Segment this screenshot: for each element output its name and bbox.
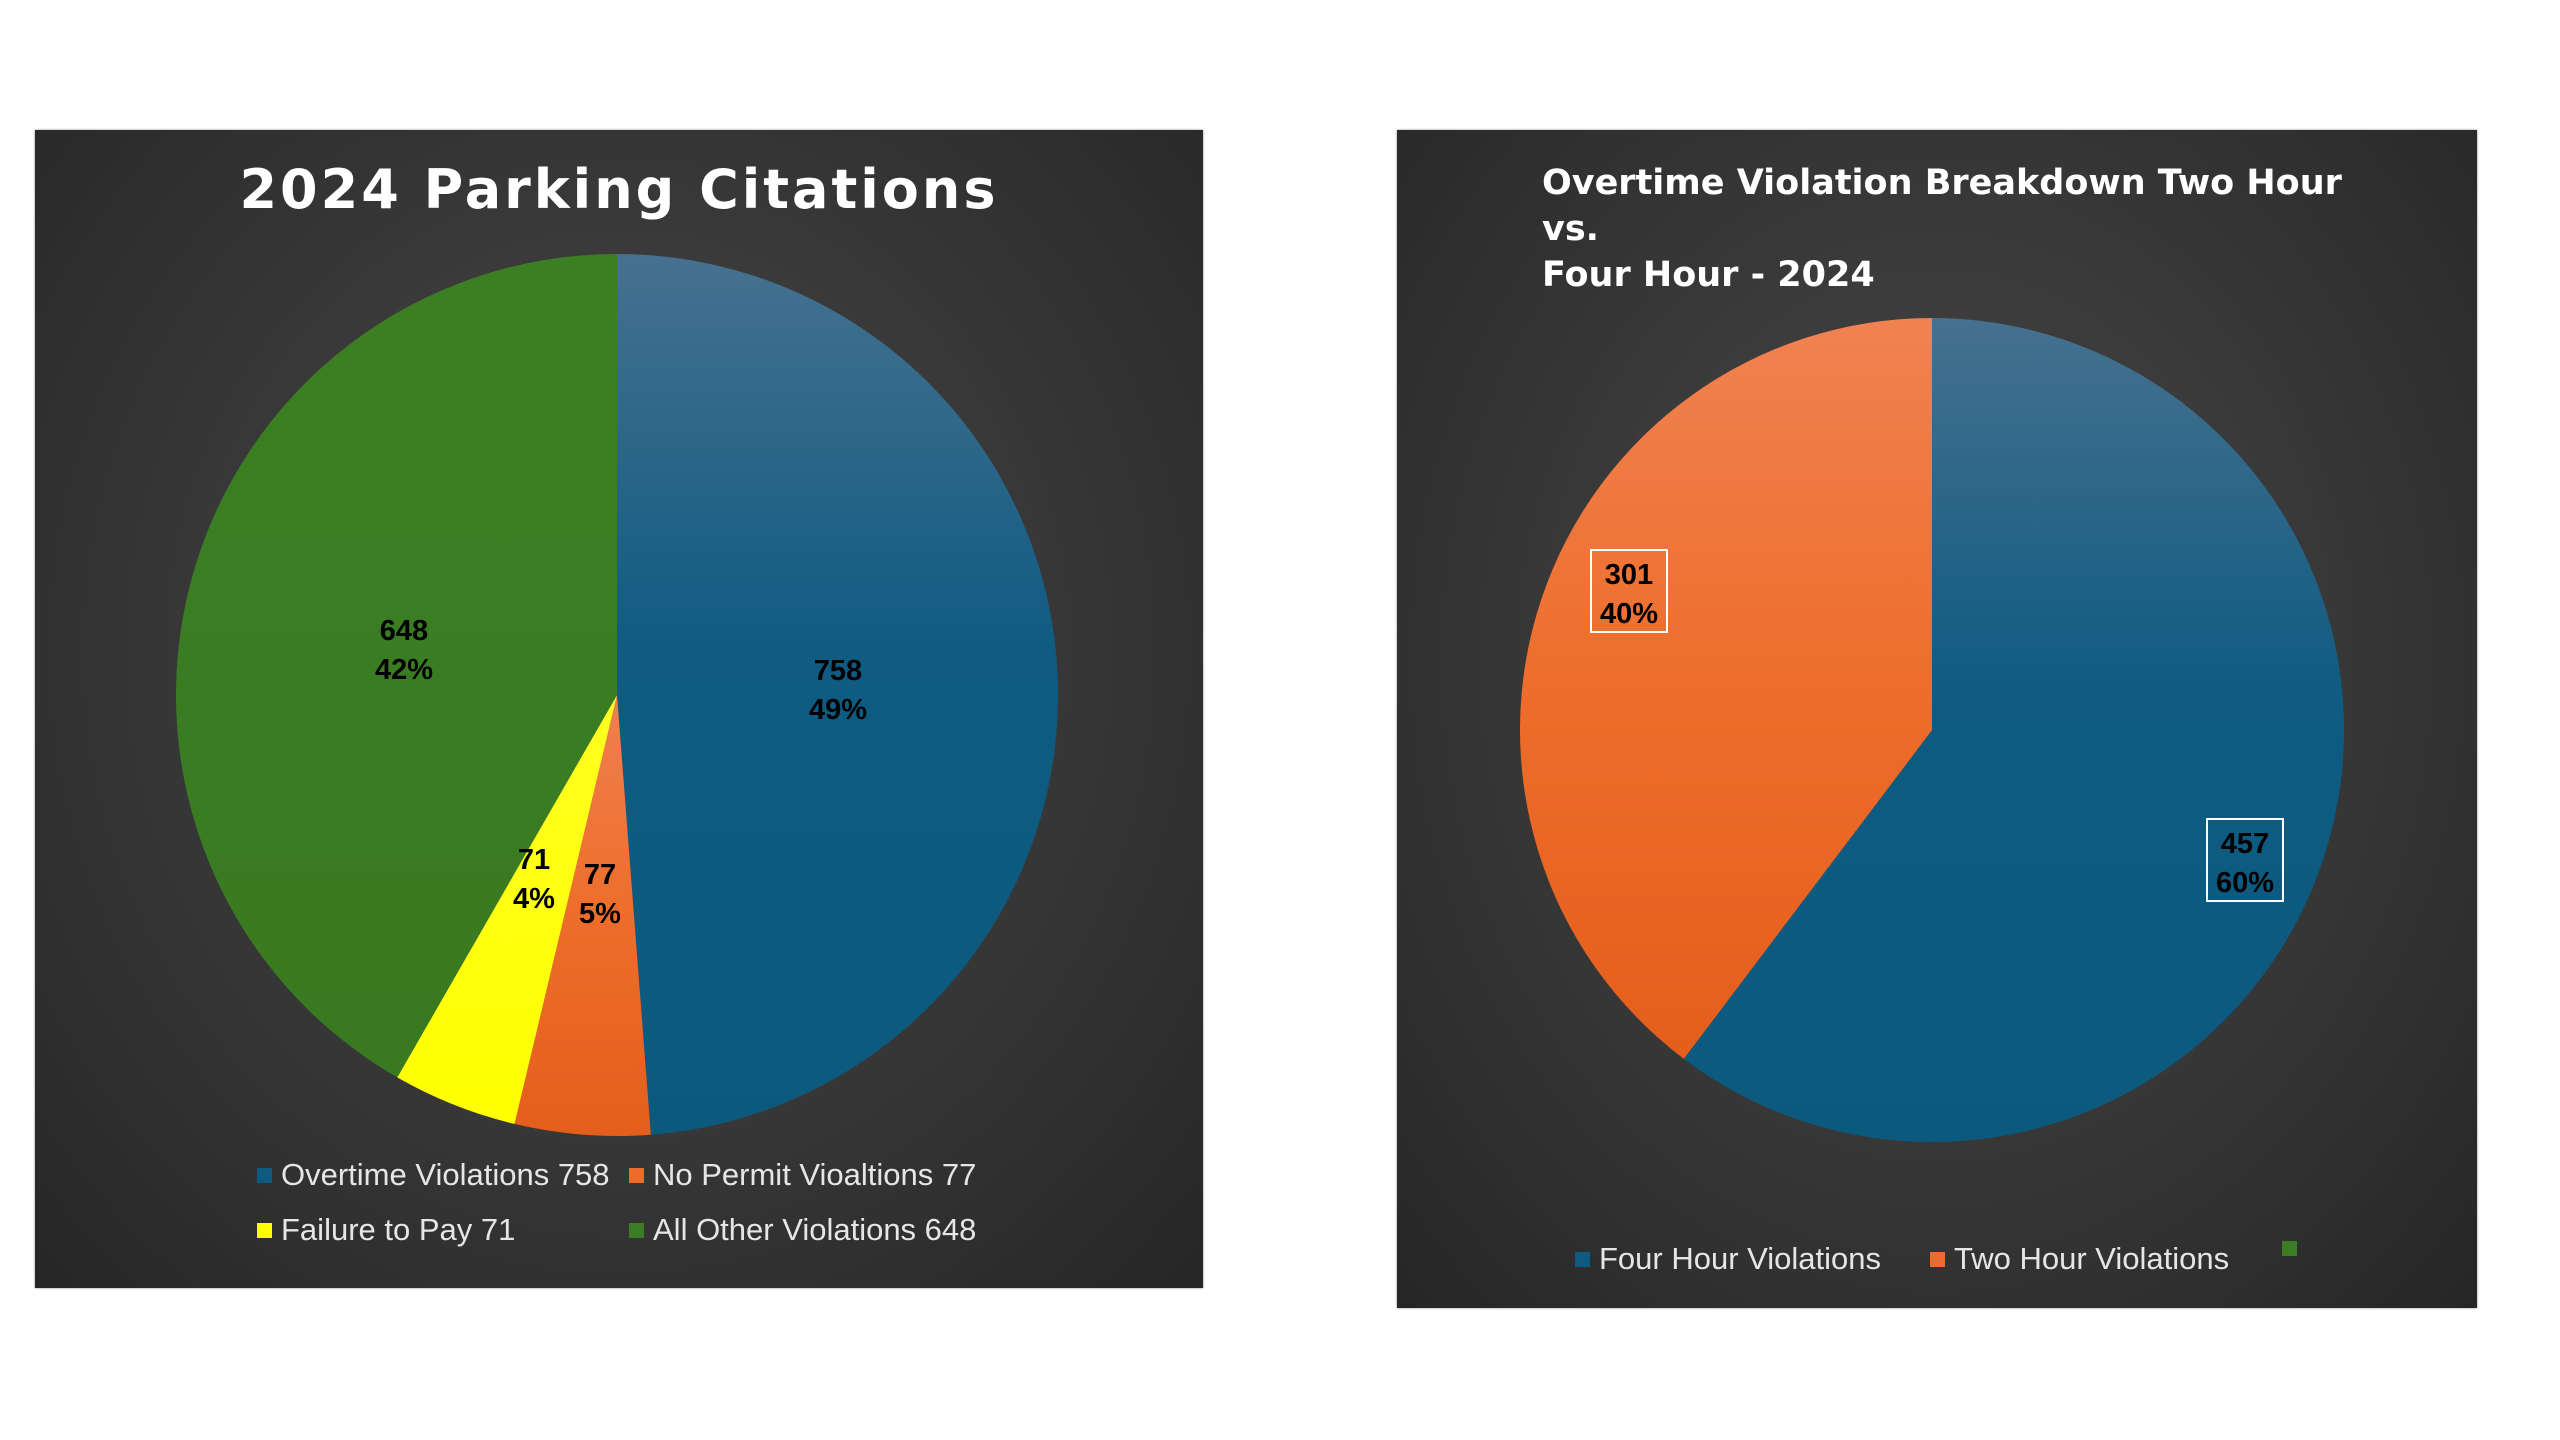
data-label-failure-to-pay: 714% bbox=[513, 844, 555, 915]
legend-item-unlabeled bbox=[2282, 1241, 2306, 1256]
overtime-breakdown-chart: Overtime Violation Breakdown Two Hour vs… bbox=[1397, 130, 2477, 1308]
parking-citations-chart: 2024 Parking Citations 758 49% 77 5% 71 4% 648… bbox=[35, 130, 1203, 1288]
data-label-percent: 49% bbox=[809, 694, 867, 726]
data-label-percent: 42% bbox=[375, 654, 433, 686]
legend-label: Failure to Pay 71 bbox=[281, 1212, 516, 1247]
pie-slice-no-permit-vioaltions bbox=[514, 695, 651, 1136]
chart-title-line-2: Four Hour - 2024 bbox=[1542, 255, 1875, 295]
legend-label: All Other Violations 648 bbox=[653, 1212, 977, 1247]
legend-item-two-hour-violations: Two Hour Violations bbox=[1930, 1241, 2229, 1277]
data-label-no-permit-vioaltions: 775% bbox=[579, 859, 621, 930]
pie-slice-all-other-violations bbox=[176, 254, 617, 1078]
pie-slice-two-hour-violations bbox=[1520, 318, 1932, 1059]
data-label-percent: 5% bbox=[579, 898, 621, 930]
data-label-value: 71 bbox=[518, 844, 550, 876]
data-label-box bbox=[1590, 549, 1668, 633]
legend-swatch bbox=[1930, 1251, 1945, 1267]
legend-swatch bbox=[257, 1167, 272, 1183]
data-label-percent: 4% bbox=[513, 883, 555, 915]
legend-swatch bbox=[629, 1222, 644, 1238]
data-label-value: 301 bbox=[1605, 559, 1653, 591]
data-label-box bbox=[2206, 818, 2284, 902]
chart-title: 2024 Parking Citations bbox=[239, 158, 999, 221]
legend-item-failure-to-pay: Failure to Pay 71 bbox=[257, 1212, 515, 1248]
legend-item-no-permit-vioaltions: No Permit Vioaltions 77 bbox=[629, 1157, 976, 1193]
data-label-value: 77 bbox=[584, 859, 616, 891]
legend-label: Overtime Violations 758 bbox=[281, 1157, 610, 1192]
pie-slice-overtime-violations bbox=[617, 254, 1058, 1135]
pie-slice-four-hour-violations bbox=[1683, 318, 2344, 1142]
legend-swatch bbox=[257, 1222, 272, 1238]
chart-title: Overtime Violation Breakdown Two Hour vs… bbox=[1542, 160, 2342, 298]
legend-swatch bbox=[1575, 1251, 1590, 1267]
legend-swatch bbox=[2282, 1241, 2297, 1256]
pie-slice-failure-to-pay bbox=[397, 695, 617, 1124]
legend-item-all-other-violations: All Other Violations 648 bbox=[629, 1212, 976, 1248]
data-label-percent: 40% bbox=[1600, 598, 1658, 630]
legend-label: No Permit Vioaltions 77 bbox=[653, 1157, 977, 1192]
legend-label: Two Hour Violations bbox=[1954, 1241, 2230, 1276]
legend-swatch bbox=[629, 1167, 644, 1183]
data-label-value: 457 bbox=[2221, 828, 2269, 860]
legend-item-overtime-violations: Overtime Violations 758 bbox=[257, 1157, 610, 1193]
data-label-value: 758 bbox=[814, 655, 862, 687]
data-label-value: 648 bbox=[380, 615, 428, 647]
legend-label: Four Hour Violations bbox=[1599, 1241, 1882, 1276]
data-label-percent: 60% bbox=[2216, 867, 2274, 899]
legend-item-four-hour-violations: Four Hour Violations bbox=[1575, 1241, 1881, 1277]
chart-title-line-1: Overtime Violation Breakdown Two Hour vs… bbox=[1542, 163, 2342, 249]
